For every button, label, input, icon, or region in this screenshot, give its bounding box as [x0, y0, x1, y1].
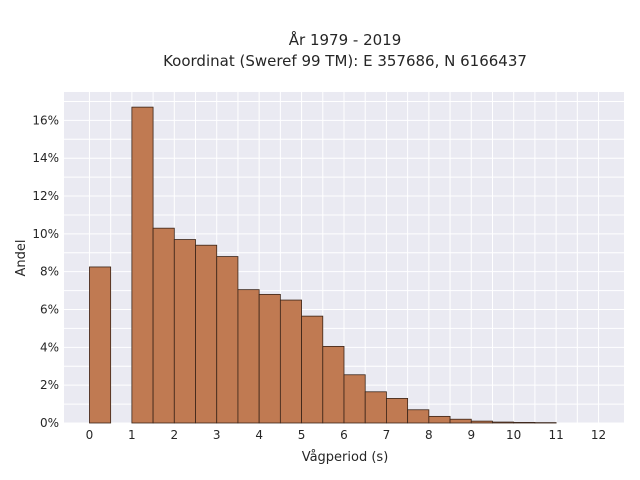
- x-tick-label: 4: [255, 428, 263, 442]
- histogram-bar: [279, 299, 302, 424]
- y-tick-label: 6%: [40, 303, 59, 317]
- histogram-bar: [364, 391, 387, 424]
- histogram-bar: [237, 289, 260, 424]
- y-tick-label: 0%: [40, 416, 59, 430]
- y-tick-label: 12%: [32, 189, 59, 203]
- x-tick-label: 12: [591, 428, 606, 442]
- y-tick-label: 4%: [40, 340, 59, 354]
- histogram-bar: [152, 227, 175, 424]
- histogram-bar: [195, 244, 218, 424]
- histogram-bar: [470, 420, 493, 424]
- y-tick-label: 10%: [32, 227, 59, 241]
- bars: [89, 106, 557, 424]
- histogram-bar: [428, 415, 451, 424]
- x-tick-label: 7: [383, 428, 391, 442]
- histogram-bar: [343, 374, 366, 424]
- histogram-bar: [173, 239, 196, 424]
- chart-title-line2: Koordinat (Sweref 99 TM): E 357686, N 61…: [163, 52, 527, 70]
- x-tick-label: 8: [425, 428, 433, 442]
- histogram-bar: [131, 106, 154, 424]
- y-tick-label: 2%: [40, 378, 59, 392]
- x-axis-label: Vågperiod (s): [302, 450, 389, 465]
- y-axis-label: Andel: [14, 240, 29, 277]
- x-tick-label: 5: [298, 428, 306, 442]
- chart-title-line1: År 1979 - 2019: [289, 30, 402, 49]
- y-axis-ticks: 0% 2% 4% 6% 8% 10% 12% 14% 16%: [32, 113, 59, 430]
- x-tick-label: 0: [86, 428, 94, 442]
- histogram-bar: [301, 315, 324, 424]
- histogram-bar: [386, 398, 409, 424]
- histogram-bar: [322, 345, 345, 424]
- x-tick-label: 11: [548, 428, 563, 442]
- histogram-bar: [258, 293, 281, 424]
- x-tick-label: 6: [340, 428, 348, 442]
- x-tick-label: 2: [170, 428, 178, 442]
- x-tick-label: 3: [213, 428, 221, 442]
- histogram-bar: [407, 409, 430, 424]
- histogram-bar: [89, 266, 112, 424]
- x-axis-ticks: 0 1 2 3 4 5 6 7 8 9 10 11 12: [86, 428, 607, 442]
- histogram-bar: [492, 421, 515, 424]
- histogram-bar: [216, 256, 239, 424]
- x-tick-label: 9: [467, 428, 475, 442]
- y-tick-label: 14%: [32, 151, 59, 165]
- y-tick-label: 8%: [40, 265, 59, 279]
- histogram-bar: [449, 418, 472, 424]
- x-tick-label: 1: [128, 428, 136, 442]
- histogram-bar: [513, 422, 536, 424]
- y-tick-label: 16%: [32, 113, 59, 127]
- x-tick-label: 10: [506, 428, 521, 442]
